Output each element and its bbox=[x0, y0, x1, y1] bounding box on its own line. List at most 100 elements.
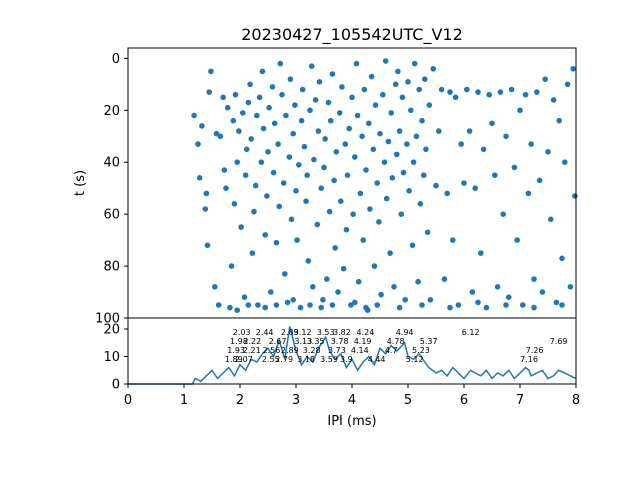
scatter-point bbox=[299, 86, 306, 93]
bottom-x-ticks: 0 1 2 3 4 5 6 7 8 bbox=[124, 384, 580, 408]
scatter-point bbox=[536, 177, 543, 184]
peak-label: 3.28 bbox=[303, 346, 321, 355]
peak-label: 4.44 bbox=[368, 355, 386, 364]
y-tick-label: 80 bbox=[103, 260, 120, 275]
scatter-point bbox=[346, 125, 353, 132]
scatter-point bbox=[355, 278, 362, 285]
peak-label: 1.93 bbox=[227, 346, 245, 355]
scatter-point bbox=[276, 203, 283, 210]
scatter-point bbox=[248, 136, 254, 142]
peak-label: 2.79 bbox=[275, 355, 293, 364]
peak-label: 4.7 bbox=[385, 346, 398, 355]
scatter-point bbox=[360, 237, 367, 243]
scatter-point bbox=[307, 302, 313, 308]
scatter-point bbox=[427, 297, 434, 303]
scatter-point bbox=[227, 304, 233, 311]
scatter-point bbox=[361, 86, 368, 93]
y-tick-label: 10 bbox=[103, 350, 120, 365]
scatter-point bbox=[262, 304, 269, 311]
scatter-point bbox=[202, 206, 209, 212]
scatter-point bbox=[325, 99, 332, 106]
y-tick-label: 60 bbox=[103, 208, 120, 223]
top-y-axis-label: t (s) bbox=[73, 170, 88, 196]
scatter-point bbox=[411, 60, 418, 67]
scatter-point bbox=[339, 84, 345, 90]
y-tick-label: 100 bbox=[95, 312, 120, 327]
scatter-point bbox=[389, 175, 396, 181]
scatter-point bbox=[294, 237, 300, 243]
scatter-point bbox=[322, 136, 328, 142]
scatter-point bbox=[382, 58, 389, 64]
x-tick-label: 2 bbox=[236, 393, 244, 408]
scatter-point bbox=[492, 172, 498, 178]
scatter-point bbox=[234, 307, 240, 314]
scatter-point bbox=[478, 250, 484, 256]
scatter-point bbox=[332, 245, 339, 251]
scatter-point bbox=[228, 263, 235, 269]
peak-label: 6.12 bbox=[462, 328, 480, 337]
scatter-point bbox=[559, 302, 565, 308]
top-scatter-points bbox=[191, 58, 578, 314]
peak-label: 4.24 bbox=[356, 328, 374, 337]
scatter-point bbox=[564, 81, 571, 88]
peak-label: 3.13 bbox=[294, 337, 312, 346]
scatter-point bbox=[438, 86, 445, 93]
scatter-point bbox=[343, 226, 350, 233]
scatter-point bbox=[534, 89, 540, 95]
scatter-point bbox=[458, 141, 465, 147]
scatter-point bbox=[562, 159, 568, 165]
scatter-point bbox=[245, 99, 252, 106]
scatter-point bbox=[374, 180, 381, 186]
scatter-point bbox=[374, 302, 381, 308]
scatter-point bbox=[318, 185, 325, 191]
scatter-point bbox=[357, 190, 364, 197]
scatter-point bbox=[292, 102, 298, 108]
scatter-point bbox=[383, 195, 390, 202]
x-tick-label: 3 bbox=[292, 393, 300, 408]
peak-label: 4.94 bbox=[396, 328, 414, 337]
scatter-point bbox=[329, 302, 336, 308]
scatter-point bbox=[242, 172, 249, 178]
scatter-point bbox=[444, 190, 451, 197]
scatter-point bbox=[542, 76, 548, 82]
scatter-point bbox=[464, 86, 470, 93]
scatter-point bbox=[398, 211, 405, 217]
scatter-point bbox=[550, 97, 557, 103]
peak-label: 1.89 bbox=[225, 355, 243, 364]
scatter-point bbox=[265, 149, 271, 155]
scatter-point bbox=[503, 133, 509, 140]
scatter-point bbox=[340, 265, 347, 272]
scatter-point bbox=[259, 68, 266, 75]
scatter-point bbox=[503, 302, 509, 308]
scatter-point bbox=[489, 120, 495, 127]
scatter-point bbox=[366, 120, 372, 127]
scatter-point bbox=[268, 289, 274, 295]
scatter-point bbox=[531, 304, 537, 311]
peak-label: 5.23 bbox=[412, 346, 430, 355]
scatter-point bbox=[271, 120, 278, 127]
scatter-point bbox=[221, 167, 228, 173]
scatter-point bbox=[324, 276, 330, 282]
scatter-point bbox=[311, 156, 317, 163]
scatter-point bbox=[282, 271, 288, 277]
scatter-point bbox=[548, 216, 554, 223]
scatter-point bbox=[461, 180, 467, 186]
scatter-point bbox=[331, 177, 337, 184]
scatter-point bbox=[426, 102, 433, 108]
scatter-point bbox=[522, 91, 529, 98]
scatter-point bbox=[208, 68, 214, 75]
scatter-point bbox=[376, 219, 382, 225]
x-axis-label: IPI (ms) bbox=[327, 414, 376, 429]
scatter-point bbox=[236, 128, 242, 134]
scatter-point bbox=[350, 211, 356, 217]
x-tick-label: 6 bbox=[460, 393, 468, 408]
peak-label: 1.98 bbox=[230, 337, 248, 346]
scatter-point bbox=[417, 201, 424, 207]
scatter-point bbox=[353, 60, 360, 67]
scatter-point bbox=[553, 299, 560, 306]
scatter-point bbox=[245, 302, 252, 308]
peak-label: 3.78 bbox=[331, 337, 349, 346]
scatter-point bbox=[251, 208, 257, 215]
scatter-point bbox=[252, 182, 259, 189]
